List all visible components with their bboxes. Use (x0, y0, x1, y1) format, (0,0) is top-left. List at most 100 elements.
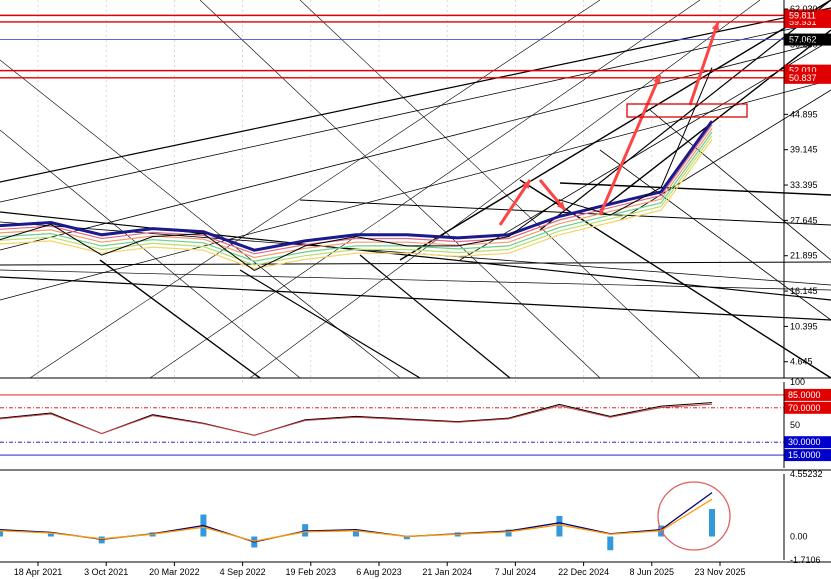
trend-line (599, 149, 831, 321)
trend-arrow (598, 74, 662, 216)
moving-average-line (0, 124, 713, 255)
rsi-signal-line (0, 403, 713, 436)
trend-line (299, 199, 831, 226)
trend-line (29, 0, 601, 379)
price-tick-label: 56.280 (790, 39, 818, 49)
trend-line (249, 0, 761, 379)
macd-tick-label: 4.55232 (790, 469, 823, 479)
trend-line (239, 269, 421, 379)
macd-histogram-bar (302, 524, 309, 537)
rsi-tick-label: 50 (790, 420, 800, 430)
rsi-level-label: 15.0000 (788, 450, 821, 460)
red-level-label: 59.931 (789, 17, 817, 27)
trend-line (559, 182, 831, 196)
trend-arrow (498, 179, 532, 226)
rsi-level-tag (784, 388, 831, 401)
trend-line (0, 59, 401, 379)
moving-average-line (0, 120, 714, 252)
macd-histogram-bar (47, 533, 54, 537)
trend-line (649, 109, 831, 261)
macd-histogram-bar (505, 529, 512, 537)
trend-line (99, 259, 261, 379)
macd-histogram-bar (353, 531, 359, 537)
rsi-level-label: 70.0000 (788, 403, 821, 413)
time-tick-label: 21 Jan 2024 (422, 567, 472, 577)
trend-line (0, 269, 831, 291)
trend-line (459, 39, 831, 261)
price-tick-label: 33.395 (790, 180, 818, 190)
price-tick-label: 4.645 (790, 357, 813, 367)
macd-tick-label: 0.00 (790, 532, 808, 542)
time-tick-label: 19 Feb 2023 (286, 567, 337, 577)
rsi-level-tag (784, 436, 831, 449)
moving-average-line (0, 128, 713, 259)
rsi-level-tag (784, 449, 831, 462)
price-line (0, 67, 713, 271)
trend-arrow-head (711, 22, 720, 31)
trend-line (149, 0, 701, 379)
macd-histogram-bar (0, 531, 3, 537)
price-tick-label: 16.145 (790, 286, 818, 296)
time-tick-label: 23 Nov 2025 (694, 567, 745, 577)
moving-average-line (0, 131, 713, 262)
time-tick-label: 22 Dec 2024 (558, 567, 609, 577)
time-tick-label: 20 Mar 2022 (149, 567, 200, 577)
price-tick-label: 21.895 (790, 251, 818, 261)
price-tick-label: 62.030 (790, 4, 818, 14)
trend-line (299, 0, 701, 379)
time-tick-label: 18 Apr 2021 (14, 567, 63, 577)
trend-line (0, 276, 831, 321)
trend-line (0, 261, 831, 266)
time-axis: 18 Apr 2021 3 Oct 2021 20 Mar 2022 4 Sep 20… (14, 562, 746, 577)
highlight-circle (657, 481, 731, 551)
time-tick-label: 8 Jun 2025 (630, 567, 675, 577)
time-tick-label: 3 Oct 2021 (84, 567, 128, 577)
macd-plot-area (0, 474, 784, 560)
price-tick-label: 10.395 (790, 321, 818, 331)
trend-arrow-head (522, 180, 530, 189)
rsi-level-tag (784, 401, 831, 414)
trend-arrow-head (653, 75, 661, 84)
macd-line (0, 498, 713, 542)
red-level-label: 50.837 (789, 73, 817, 83)
macd-histogram-bar (607, 536, 614, 551)
rsi-panel: 85.0000 70.0000 30.0000 15.0000 100 50 (0, 377, 831, 471)
rsi-tick-label: 100 (790, 377, 805, 387)
price-tick-label: 27.645 (790, 215, 818, 225)
trend-arrow (688, 21, 720, 106)
trend-line (0, 39, 831, 251)
trend-line (0, 7, 831, 183)
red-level-tag (784, 9, 831, 22)
time-tick-label: 4 Sep 2022 (220, 567, 266, 577)
moving-average-line (0, 139, 713, 270)
trend-arrow-head (556, 201, 565, 210)
trend-line (599, 29, 831, 211)
price-tick-label: 39.145 (790, 145, 818, 155)
rsi-level-label: 30.0000 (788, 437, 821, 447)
rsi-plot-area (0, 382, 784, 468)
highlight-zone-box (626, 103, 748, 118)
current-price-tag (784, 33, 831, 46)
trend-line (199, 0, 601, 379)
trend-line (619, 89, 831, 221)
macd-histogram-bar (556, 515, 563, 537)
time-tick-label: 6 Aug 2023 (356, 567, 402, 577)
trend-line (359, 254, 511, 379)
red-level-label: 59.811 (789, 10, 816, 20)
macd-histogram-bar (403, 536, 410, 540)
price-tick-label: 44.895 (790, 109, 818, 119)
trend-line (0, 211, 831, 301)
red-level-tag (784, 71, 831, 84)
trend-line (539, 0, 831, 231)
red-level-label: 52.010 (789, 66, 817, 76)
time-tick-label: 7 Jul 2024 (495, 567, 537, 577)
moving-average-line (0, 135, 713, 266)
macd-tick-label: -1.7106 (790, 555, 821, 565)
rsi-level-label: 85.0000 (788, 390, 821, 400)
trend-line (0, 129, 301, 379)
macd-histogram-bar (709, 509, 715, 537)
macd-panel: 4.55232 0.00 -1.7106 (0, 469, 831, 565)
current-price-label: 57.062 (789, 35, 817, 45)
